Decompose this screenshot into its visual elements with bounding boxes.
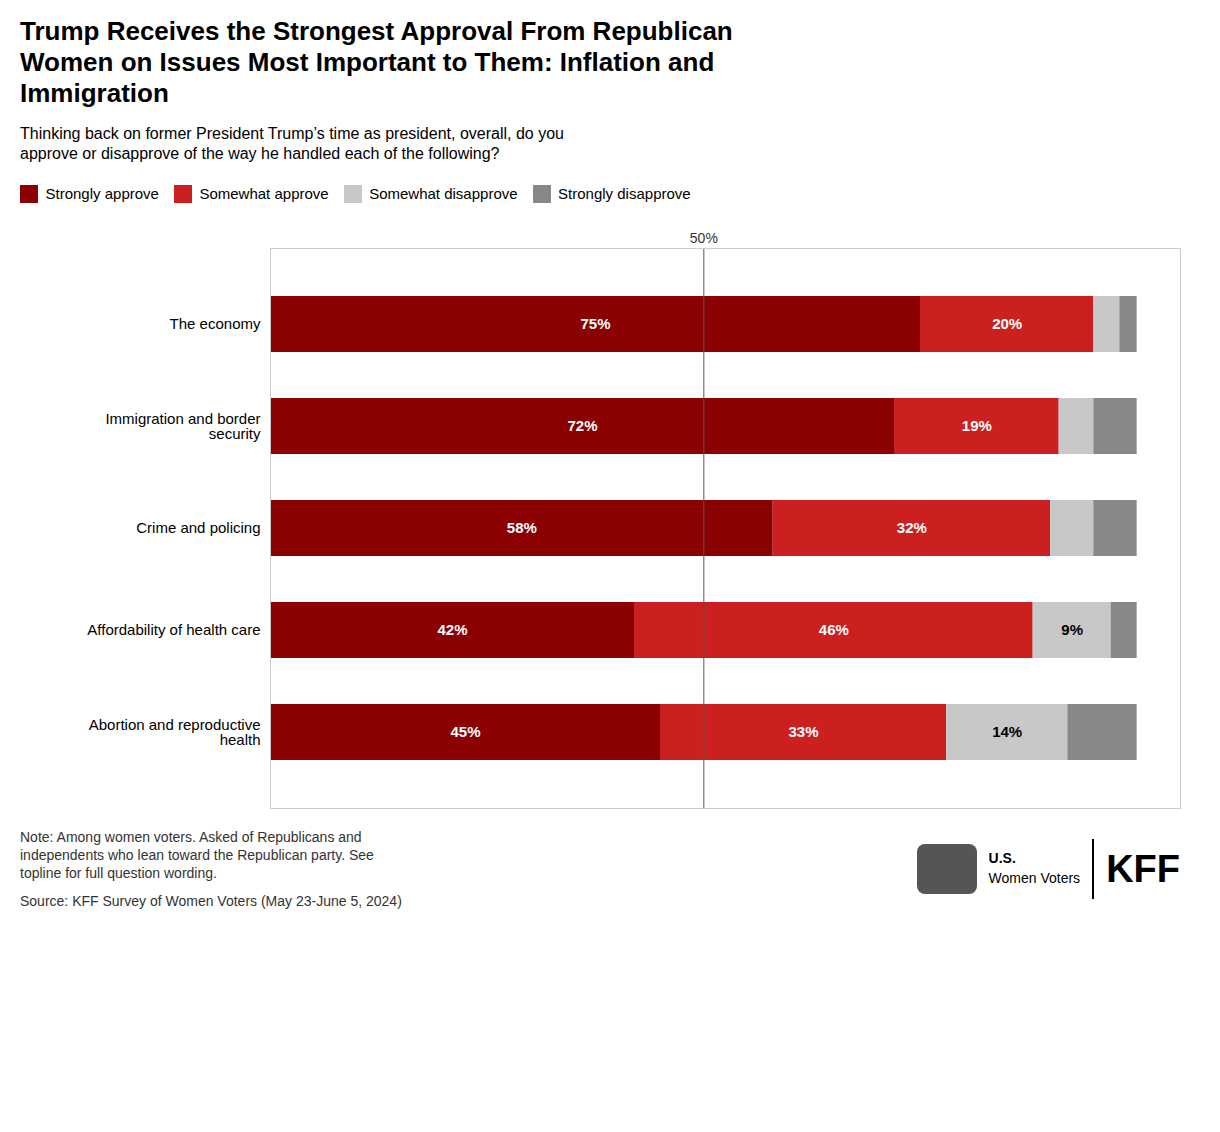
svg-text:Immigration and bordersecurity: Immigration and bordersecurity: [105, 409, 261, 441]
svg-text:45%: 45%: [450, 723, 480, 740]
html-text:Strongly approve: Strongly approve: [45, 185, 159, 203]
svg-text:42%: 42%: [437, 621, 467, 638]
html-text:Trump Receives the Strongest A: Trump Receives the Strongest Approval Fr…: [20, 16, 733, 109]
svg-text:The economy: The economy: [170, 315, 261, 332]
svg-text:50%: 50%: [690, 229, 718, 245]
svg-text:14%: 14%: [992, 723, 1022, 740]
svg-text:20%: 20%: [992, 315, 1022, 332]
html-text:Thinking back on former Presid: Thinking back on former President Trump’…: [20, 124, 564, 163]
svg-text:Affordability of health care: Affordability of health care: [87, 621, 260, 638]
svg-text:72%: 72%: [567, 417, 597, 434]
html-text:Somewhat disapprove: Somewhat disapprove: [369, 185, 518, 203]
svg-text:Crime and policing: Crime and policing: [136, 519, 260, 536]
svg-text:46%: 46%: [819, 621, 849, 638]
svg-text:9%: 9%: [1061, 621, 1083, 638]
html-text:KFF: KFF: [1106, 847, 1180, 890]
svg-text:58%: 58%: [507, 519, 537, 536]
html-text:Strongly disapprove: Strongly disapprove: [558, 185, 691, 203]
svg-text:32%: 32%: [897, 519, 927, 536]
html-text:Source: KFF Survey of Women Vo: Source: KFF Survey of Women Voters (May …: [20, 893, 402, 910]
svg-text:Abortion and reproductivehealt: Abortion and reproductivehealth: [89, 715, 261, 747]
html-text:Somewhat approve: Somewhat approve: [199, 185, 329, 203]
html-text:Women Voters: Women Voters: [988, 870, 1081, 886]
svg-text:19%: 19%: [962, 417, 992, 434]
svg-text:33%: 33%: [788, 723, 818, 740]
svg-text:75%: 75%: [580, 315, 610, 332]
html-text:Note: Among women voters. Aske: Note: Among women voters. Asked of Repub…: [20, 828, 374, 881]
html-text:U.S.: U.S.: [988, 850, 1016, 867]
